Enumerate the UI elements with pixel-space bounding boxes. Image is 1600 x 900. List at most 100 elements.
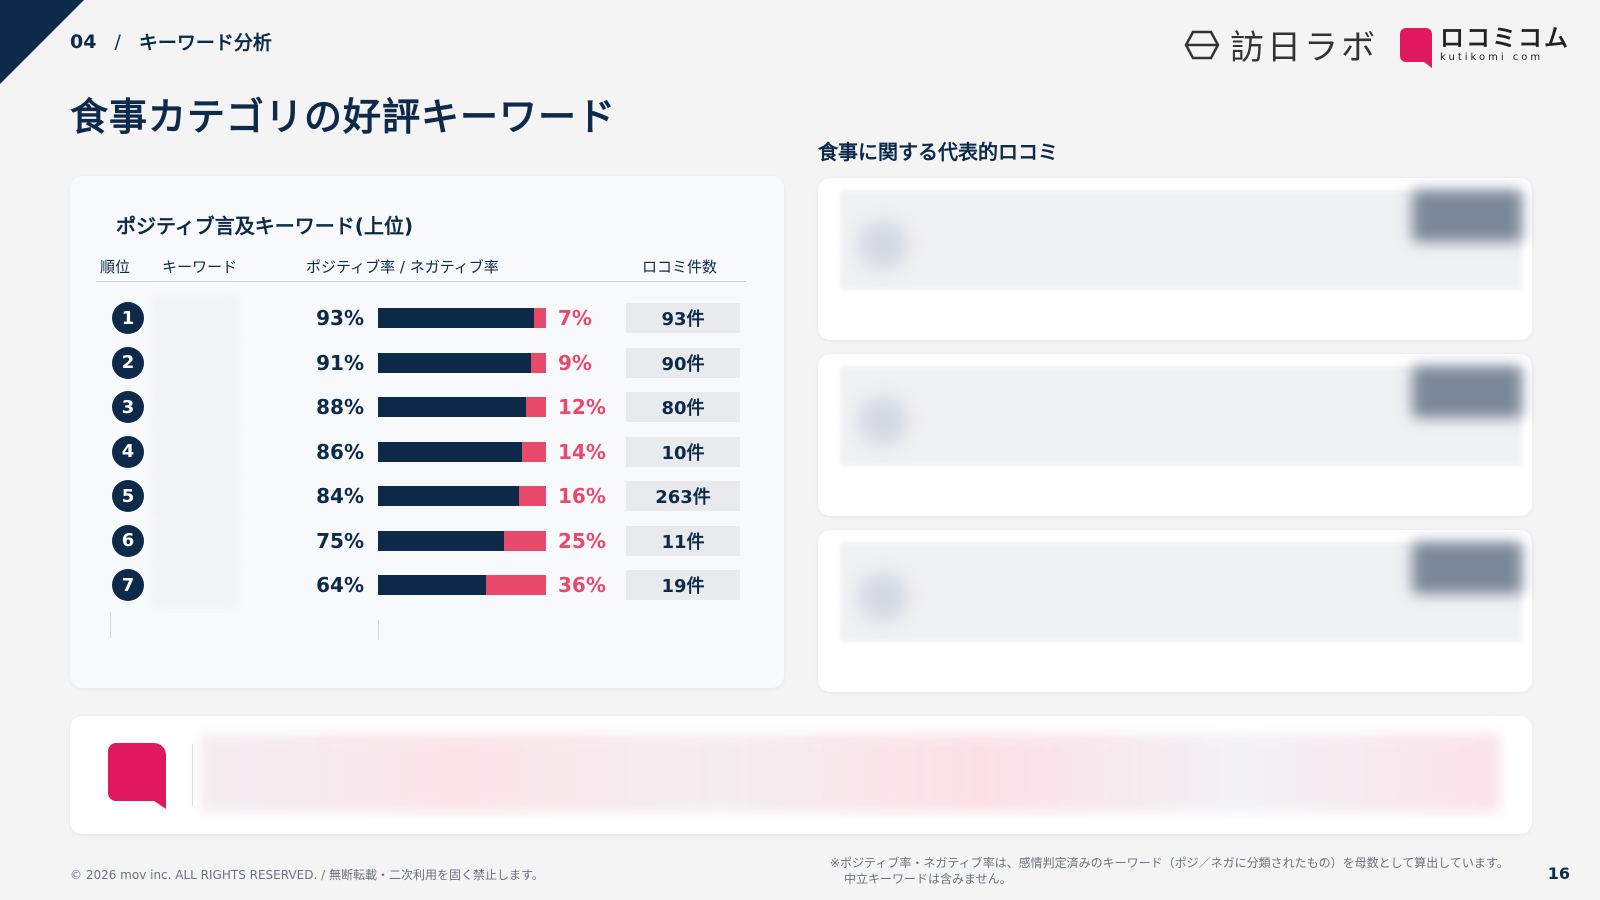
positive-rate: 64% [316, 573, 364, 597]
review-card [818, 178, 1532, 340]
summary-text-redacted [200, 734, 1500, 812]
divider [378, 620, 379, 640]
negative-rate: 12% [558, 395, 606, 419]
ratio-bar [378, 397, 546, 417]
negative-bar-segment [519, 486, 546, 506]
kutikomi-logo: ロコミコム kutikomi com [1400, 24, 1570, 68]
header-count: ロコミ件数 [642, 258, 718, 276]
negative-rate: 25% [558, 528, 606, 553]
review-count: 90件 [626, 347, 740, 378]
review-tag-redacted [1412, 366, 1522, 418]
avatar [858, 220, 908, 270]
negative-bar-segment [526, 397, 546, 417]
header-keyword: キーワード [162, 258, 238, 276]
keyword-redacted [152, 340, 238, 385]
positive-bar-segment [378, 308, 534, 328]
kutikomi-logo-sub: kutikomi com [1440, 52, 1544, 63]
table-row: 3 88% 12% 80件 [70, 385, 784, 429]
ratio-bar [378, 441, 546, 462]
negative-bar-segment [531, 352, 546, 373]
review-card [818, 354, 1532, 516]
table-row: 5 84% 16% 263件 [70, 474, 784, 518]
positive-rate: 84% [316, 484, 364, 508]
keyword-redacted [152, 296, 238, 340]
ratio-bar [378, 486, 546, 506]
breadcrumb: 04 / キーワード分析 [70, 28, 272, 55]
positive-rate: 86% [316, 439, 364, 464]
rank-badge: 2 [112, 346, 144, 379]
table-row: 2 91% 9% 90件 [70, 340, 784, 385]
kutikomi-logo-text: ロコミコム [1440, 24, 1570, 52]
review-card [818, 530, 1532, 692]
negative-bar-segment [534, 308, 546, 328]
rank-badge: 3 [112, 391, 144, 423]
footnote-line1: ※ポジティブ率・ネガティブ率は、感情判定済みのキーワード（ポジ／ネガに分類された… [830, 856, 1509, 870]
copyright: © 2026 mov inc. ALL RIGHTS RESERVED. / 無… [70, 868, 544, 882]
page-title: 食事カテゴリの好評キーワード [70, 95, 617, 139]
negative-bar-segment [522, 441, 546, 462]
negative-bar-segment [504, 530, 546, 551]
positive-rate: 75% [316, 528, 364, 553]
panel-title: ポジティブ言及キーワード(上位) [116, 214, 414, 238]
table-row: 7 64% 36% 19件 [70, 563, 784, 607]
review-section-title: 食事に関する代表的ロコミ [818, 140, 1058, 164]
table-row: 1 93% 7% 93件 [70, 296, 784, 340]
negative-rate: 14% [558, 439, 606, 464]
positive-rate: 93% [316, 306, 364, 330]
section-title: キーワード分析 [138, 32, 272, 54]
negative-rate: 9% [558, 350, 592, 375]
review-count: 263件 [626, 481, 740, 511]
header-rank: 順位 [100, 258, 131, 276]
positive-rate: 88% [316, 395, 364, 419]
review-count: 80件 [626, 392, 740, 422]
review-content-redacted [840, 366, 1522, 466]
logo-area: 訪日ラボ ロコミコム kutikomi com [1184, 20, 1570, 69]
positive-keyword-panel: ポジティブ言及キーワード(上位) 順位 キーワード ポジティブ率 / ネガティブ… [70, 176, 784, 688]
footnote-line2: 中立キーワードは含みません。 [844, 872, 1012, 887]
rank-badge: 1 [112, 302, 144, 334]
keyword-redacted [152, 429, 238, 474]
negative-rate: 7% [558, 306, 592, 330]
divider [110, 612, 111, 638]
summary-divider [192, 744, 193, 806]
section-number: 04 [70, 30, 97, 53]
speech-bubble-icon [108, 743, 166, 809]
positive-bar-segment [378, 352, 531, 373]
ratio-bar [378, 308, 546, 328]
header-ratio: ポジティブ率 / ネガティブ率 [306, 258, 499, 276]
review-content-redacted [840, 190, 1522, 290]
table-row: 4 86% 14% 10件 [70, 429, 784, 474]
review-count: 19件 [626, 570, 740, 600]
footnote: ※ポジティブ率・ネガティブ率は、感情判定済みのキーワード（ポジ／ネガに分類された… [830, 855, 1509, 887]
header-divider [96, 281, 746, 282]
review-content-redacted [840, 542, 1522, 642]
table-row: 6 75% 25% 11件 [70, 518, 784, 563]
hexagon-icon [1184, 30, 1220, 59]
breadcrumb-separator: / [114, 30, 121, 53]
keyword-redacted [152, 385, 238, 429]
positive-rate: 91% [316, 350, 364, 375]
keyword-redacted [152, 563, 238, 607]
rank-badge: 7 [112, 569, 144, 601]
rank-badge: 6 [112, 524, 144, 557]
houmon-labo-logo: 訪日ラボ [1184, 20, 1378, 69]
avatar [858, 396, 908, 446]
speech-bubble-icon [1400, 27, 1432, 68]
houmon-labo-logo-text: 訪日ラボ [1230, 28, 1378, 68]
positive-bar-segment [378, 486, 519, 506]
review-tag-redacted [1412, 542, 1522, 594]
summary-card [70, 716, 1532, 834]
positive-bar-segment [378, 575, 486, 595]
page-number: 16 [1547, 864, 1570, 883]
avatar [858, 572, 908, 622]
positive-bar-segment [378, 530, 504, 551]
rank-badge: 4 [112, 435, 144, 468]
corner-decoration [0, 0, 84, 84]
keyword-redacted [152, 474, 238, 518]
ratio-bar [378, 575, 546, 595]
negative-rate: 36% [558, 573, 606, 597]
review-count: 93件 [626, 303, 740, 333]
ratio-bar [378, 530, 546, 551]
negative-rate: 16% [558, 484, 606, 508]
rank-badge: 5 [112, 480, 144, 512]
